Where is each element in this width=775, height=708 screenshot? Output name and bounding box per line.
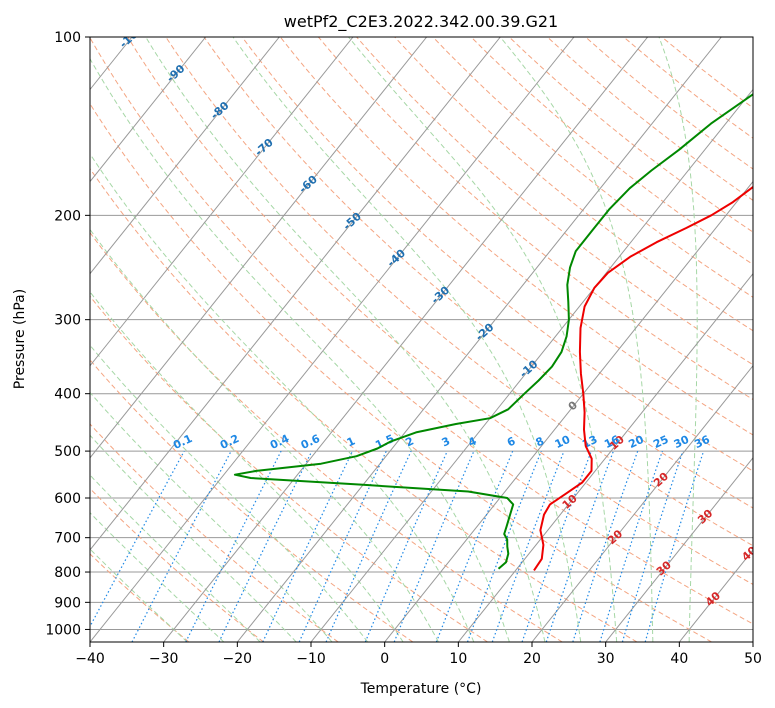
y-tick-label: 800 <box>54 565 81 581</box>
mixing-ratio-label: 36 <box>692 433 712 451</box>
x-tick-label: −20 <box>223 651 253 667</box>
isotherm-line <box>0 37 58 642</box>
chart-title: wetPf2_C2E3.2022.342.00.39.G21 <box>284 12 558 32</box>
mixing-ratio-line <box>599 450 663 642</box>
x-axis-ticks: −40 −30 −20 −10 0 10 20 30 40 50 <box>75 642 762 667</box>
x-tick-label: 20 <box>523 651 541 667</box>
dry-adiabat-line <box>470 37 753 266</box>
temperature-profile-line <box>533 185 753 571</box>
moist-adiabat-line <box>658 37 698 642</box>
y-tick-label: 500 <box>54 444 81 460</box>
isotherm-line <box>90 37 501 551</box>
y-tick-label: 700 <box>54 531 81 547</box>
isotherm-line <box>310 88 753 642</box>
mixing-ratio-label: 16 <box>602 433 622 451</box>
dry-adiabat-line <box>165 37 753 547</box>
moist-adiabat-line <box>90 57 510 642</box>
dry-adiabat-line <box>394 37 753 332</box>
isotherm-line <box>236 37 722 642</box>
x-tick-label: 50 <box>744 651 762 667</box>
profiles <box>233 93 753 571</box>
isotherm-line <box>457 272 753 642</box>
y-tick-label: 600 <box>54 491 81 507</box>
y-tick-label: 400 <box>54 387 81 403</box>
isotherm-line <box>752 641 753 642</box>
moist-adiabat-line <box>90 153 475 642</box>
moist-adiabat-line <box>90 434 297 642</box>
y-axis-label: Pressure (hPa) <box>12 289 28 389</box>
x-tick-label: −40 <box>75 651 105 667</box>
mixing-ratio-label: 25 <box>651 433 670 451</box>
moist-adiabat-line <box>145 37 546 642</box>
mixing-ratio-line <box>545 450 614 642</box>
mixing-ratio-line <box>572 450 639 642</box>
mixing-ratio-line <box>644 450 705 642</box>
moist-adiabat-line <box>232 37 582 642</box>
mixing-ratio-line <box>90 450 185 628</box>
isotherm-line <box>605 457 753 642</box>
moist-adiabat-line <box>90 474 261 642</box>
plot-background <box>90 37 753 642</box>
x-tick-label: −30 <box>149 651 179 667</box>
mixing-ratio-line <box>325 450 412 642</box>
dry-adiabat-line <box>90 102 712 642</box>
moist-adiabat-line <box>90 291 404 642</box>
x-tick-label: 40 <box>670 651 688 667</box>
x-tick-label: 10 <box>449 651 467 667</box>
dry-adiabat-line <box>90 487 264 642</box>
mixing-ratio-label: 20 <box>627 433 647 451</box>
dry-adiabat-line <box>203 37 753 509</box>
moist-adiabat-line <box>90 228 439 642</box>
mixing-ratio-line <box>364 450 448 642</box>
x-tick-label: −10 <box>296 651 326 667</box>
dry-adiabat-line <box>90 359 414 642</box>
moist-adiabat-line <box>499 37 654 642</box>
y-tick-label: 300 <box>54 313 81 329</box>
y-axis-ticks: 100 200 300 400 500 600 700 800 900 1000 <box>45 30 90 638</box>
dry-adiabat-line <box>90 37 753 625</box>
mixing-ratio-line <box>218 450 313 642</box>
y-tick-label: 100 <box>54 30 81 46</box>
mixing-ratio-line <box>393 450 475 642</box>
moist-adiabat-line <box>90 391 333 642</box>
y-tick-label: 900 <box>54 595 81 611</box>
isotherm-line <box>531 364 753 642</box>
dry-adiabat-line <box>318 37 753 401</box>
dewpoint-profile-line <box>233 93 753 570</box>
mixing-ratio-line <box>621 450 684 642</box>
mixing-ratio-line <box>262 450 354 642</box>
dry-adiabat-line <box>547 37 753 201</box>
dry-adiabat-line <box>279 37 753 436</box>
isotherm-line <box>90 37 207 183</box>
x-axis-label: Temperature (°C) <box>360 681 482 697</box>
background-lines <box>0 37 753 642</box>
mixing-ratio-line <box>521 450 592 642</box>
dry-adiabat-line <box>90 231 563 642</box>
dry-adiabat-line <box>90 423 339 642</box>
isotherm-line <box>90 37 428 459</box>
mixing-ratio-label: 10 <box>553 433 573 451</box>
dry-adiabat-line <box>90 167 638 642</box>
x-tick-label: 30 <box>597 651 615 667</box>
isotherm-line <box>90 37 575 642</box>
mixing-ratio-label: 30 <box>672 433 692 451</box>
isotherm-line <box>90 37 354 367</box>
y-tick-label: 200 <box>54 208 81 224</box>
dry-adiabat-line <box>127 37 753 585</box>
x-tick-label: 0 <box>380 651 389 667</box>
dry-adiabat-line <box>90 295 488 642</box>
plot-frame <box>89 36 754 643</box>
isotherm-line <box>90 37 280 275</box>
isotherm-line <box>384 180 753 642</box>
mixing-ratio-line <box>298 450 387 642</box>
isotherm-line <box>163 37 649 642</box>
moist-adiabat-line <box>90 344 369 642</box>
y-tick-label: 1000 <box>45 622 81 638</box>
